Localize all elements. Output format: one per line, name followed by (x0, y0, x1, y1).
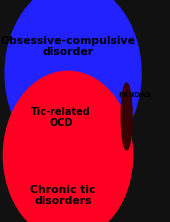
Text: Obsessive-compulsive
disorder: Obsessive-compulsive disorder (1, 36, 135, 57)
Ellipse shape (3, 71, 133, 222)
Text: Tic-related
OCD: Tic-related OCD (31, 107, 91, 129)
Ellipse shape (121, 83, 132, 150)
Text: Chronic tic
disorders: Chronic tic disorders (30, 184, 96, 206)
Text: PANDAS: PANDAS (118, 92, 151, 98)
Ellipse shape (5, 0, 141, 163)
